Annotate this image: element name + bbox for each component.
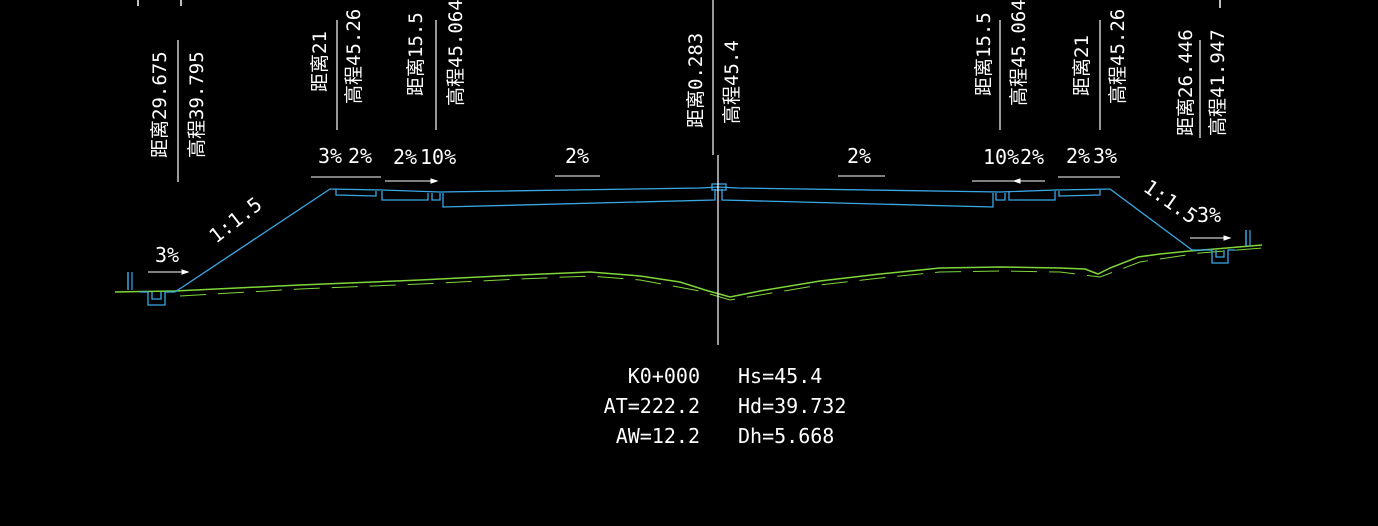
right-embankment-slope-label: 1:1.5 [1139, 174, 1202, 228]
right-ditch-slope-label: 3% [1197, 203, 1221, 227]
ground-line [114, 244, 1263, 298]
left-carriageway-slope-label: 2% [565, 144, 589, 168]
at-value: AT=222.2 [603, 394, 700, 418]
design-section [140, 183, 1235, 306]
right-shoulder-slope-a-label: 2% [1066, 144, 1090, 168]
right-embankment-slope [1109, 188, 1193, 251]
left-lane-slope-b-label: 10% [420, 145, 456, 169]
leader-lines [177, 0, 1201, 345]
hs-value: Hs=45.4 [738, 364, 823, 388]
right-toe-elev-label: 高程41.947 [1207, 29, 1229, 136]
aw-value: AW=12.2 [615, 424, 700, 448]
right-shoulder-slope-b-label: 3% [1093, 144, 1117, 168]
right-carriageway-slope-label: 2% [847, 144, 871, 168]
center-dist-label: 距离0.283 [685, 33, 707, 128]
left-inner-dist-label: 距离15.5 [405, 12, 427, 96]
left-ditch-slope-label: 3% [155, 243, 179, 267]
center-elev-label: 高程45.4 [721, 40, 743, 124]
ground-line-detail [179, 247, 1263, 301]
left-inner-elev-label: 高程45.064 [445, 0, 467, 106]
left-embankment-slope [174, 188, 331, 293]
left-toe-elev-label: 高程39.795 [186, 51, 208, 158]
left-embankment-slope-label: 1:1.5 [204, 192, 266, 248]
right-inner-elev-label: 高程45.064 [1008, 0, 1030, 106]
left-ditch [140, 291, 175, 306]
left-toe-dist-label: 距离29.675 [149, 51, 171, 158]
station-value: K0+000 [627, 364, 700, 388]
station-info-panel: K0+000 Hs=45.4 AT=222.2 Hd=39.732 AW=12.… [590, 364, 858, 448]
right-lane-slope-b-label: 2% [1020, 145, 1044, 169]
hd-value: Hd=39.732 [738, 394, 847, 418]
right-inner-dist-label: 距离15.5 [973, 12, 995, 96]
left-lane-slope-a-label: 2% [393, 145, 417, 169]
left-shoulder-slope-a-label: 3% [318, 144, 342, 168]
right-ditch [1192, 249, 1235, 264]
slope-arrows [148, 175, 1232, 275]
dh-value: Dh=5.668 [738, 424, 835, 448]
right-toe-dist-label: 距离26.446 [1175, 29, 1197, 136]
left-shoulder-dist-label: 距离21 [309, 31, 331, 92]
right-shoulder-elev-label: 高程45.26 [1107, 9, 1129, 104]
right-lane-slope-a-label: 10% [983, 145, 1019, 169]
left-shoulder-elev-label: 高程45.26 [343, 9, 365, 104]
left-shoulder-slope-b-label: 2% [348, 144, 372, 168]
right-shoulder-dist-label: 距离21 [1071, 35, 1093, 96]
